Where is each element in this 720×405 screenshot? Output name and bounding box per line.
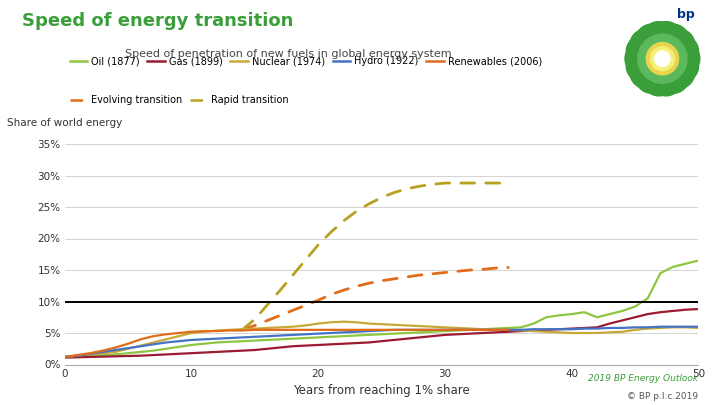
Circle shape — [662, 53, 685, 77]
Circle shape — [659, 37, 683, 61]
Text: Speed of penetration of new fuels in global energy system: Speed of penetration of new fuels in glo… — [125, 49, 451, 59]
Circle shape — [626, 35, 659, 68]
Text: Share of world energy: Share of world energy — [7, 117, 122, 128]
Circle shape — [655, 35, 679, 59]
Circle shape — [650, 21, 683, 54]
Circle shape — [667, 43, 700, 75]
Circle shape — [654, 51, 670, 66]
Text: Speed of energy transition: Speed of energy transition — [22, 12, 293, 30]
Circle shape — [662, 56, 695, 89]
Circle shape — [655, 59, 679, 83]
Circle shape — [646, 35, 670, 59]
Circle shape — [630, 29, 662, 61]
Circle shape — [642, 57, 666, 81]
Circle shape — [657, 61, 689, 93]
Text: 2019 BP Energy Outlook: 2019 BP Energy Outlook — [588, 374, 698, 383]
Circle shape — [662, 29, 695, 61]
Circle shape — [638, 49, 662, 73]
Circle shape — [662, 40, 685, 64]
Circle shape — [642, 21, 675, 54]
Legend: Evolving transition, Rapid transition: Evolving transition, Rapid transition — [70, 95, 289, 105]
Circle shape — [646, 59, 670, 83]
Circle shape — [626, 50, 659, 82]
Circle shape — [666, 50, 698, 82]
Circle shape — [625, 43, 657, 75]
Circle shape — [642, 64, 675, 96]
Circle shape — [650, 34, 675, 58]
Circle shape — [657, 24, 689, 56]
Circle shape — [642, 37, 666, 61]
Circle shape — [666, 35, 698, 68]
Circle shape — [639, 53, 663, 77]
Circle shape — [638, 45, 662, 68]
X-axis label: Years from reaching 1% share: Years from reaching 1% share — [293, 384, 470, 397]
Circle shape — [659, 57, 683, 81]
Circle shape — [650, 47, 675, 70]
Circle shape — [639, 40, 663, 64]
Circle shape — [663, 49, 687, 73]
Text: bp: bp — [677, 8, 695, 21]
Circle shape — [636, 61, 668, 93]
Circle shape — [630, 56, 662, 89]
Circle shape — [650, 60, 675, 83]
Text: © BP p.l.c.2019: © BP p.l.c.2019 — [627, 392, 698, 401]
Circle shape — [636, 24, 668, 56]
Circle shape — [650, 64, 683, 96]
Circle shape — [663, 45, 687, 68]
Circle shape — [647, 43, 678, 75]
